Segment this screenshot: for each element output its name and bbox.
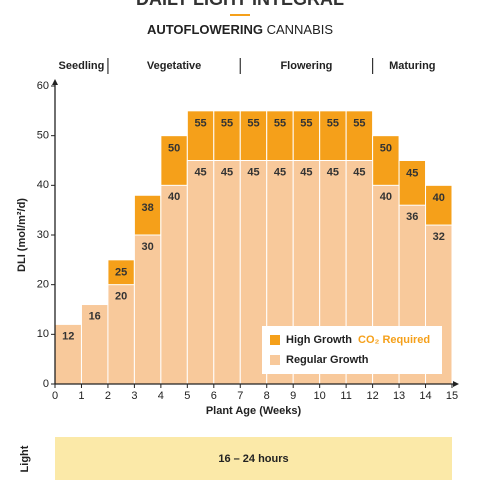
value-label: 55: [327, 118, 339, 130]
bar: [160, 184, 188, 385]
value-label: 55: [221, 118, 233, 130]
x-tick-label: 2: [105, 390, 111, 402]
x-axis-label: Plant Age (Weeks): [206, 405, 302, 417]
stage-label: Maturing: [389, 60, 435, 72]
y-axis-label: DLI (mol/m²/d): [16, 198, 28, 272]
value-label: 45: [247, 166, 259, 178]
value-label: 40: [380, 191, 392, 203]
x-tick-label: 5: [184, 390, 190, 402]
legend-entry: Regular Growth: [286, 354, 369, 366]
value-label: 50: [380, 143, 392, 155]
legend-name: High Growth: [286, 334, 352, 346]
light-label: Light: [19, 445, 31, 472]
x-tick-label: 12: [366, 390, 378, 402]
value-label: 45: [221, 166, 233, 178]
x-tick-label: 11: [340, 390, 351, 402]
value-label: 55: [300, 118, 312, 130]
chart-title: DAILY LIGHT INTEGRAL: [136, 0, 344, 9]
value-label: 40: [168, 191, 180, 203]
legend-box: [262, 326, 442, 374]
bar: [133, 234, 162, 385]
light-text: 16 – 24 hours: [218, 453, 288, 465]
y-tick-label: 30: [37, 229, 49, 241]
x-tick-label: 8: [264, 390, 270, 402]
x-tick-label: 9: [290, 390, 296, 402]
x-tick-label: 6: [211, 390, 217, 402]
title-rule: [230, 14, 250, 16]
stage-label: Vegetative: [147, 60, 201, 72]
legend-swatch: [270, 355, 280, 365]
value-label: 55: [274, 118, 286, 130]
y-tick-label: 20: [37, 279, 49, 291]
value-label: 30: [142, 241, 154, 253]
stage-label: Seedling: [59, 60, 105, 72]
light-band: [55, 437, 452, 480]
x-tick-label: 1: [78, 390, 84, 402]
bar: [213, 160, 241, 385]
value-label: 45: [300, 166, 312, 178]
value-label: 45: [353, 166, 365, 178]
value-label: 40: [433, 192, 445, 204]
value-label: 20: [115, 291, 127, 303]
x-tick-label: 7: [237, 390, 243, 402]
subtitle-bold: AUTOFLOWERING: [147, 22, 263, 37]
x-tick-label: 4: [158, 390, 164, 402]
x-arrow: [453, 381, 459, 387]
y-tick-label: 40: [37, 179, 49, 191]
y-tick-label: 50: [37, 130, 49, 142]
y-tick-label: 10: [37, 328, 49, 340]
value-label: 32: [433, 231, 445, 243]
y-tick-label: 60: [37, 80, 49, 92]
value-label: 16: [89, 310, 101, 322]
bar: [54, 323, 82, 385]
value-label: 55: [194, 118, 206, 130]
value-label: 36: [406, 211, 418, 223]
value-label: 45: [406, 167, 418, 179]
x-tick-label: 14: [419, 390, 431, 402]
x-tick-label: 13: [393, 390, 405, 402]
legend-swatch: [270, 335, 280, 345]
value-label: 55: [353, 118, 365, 130]
legend-entry: High Growth CO₂ Required: [286, 334, 430, 346]
y-tick-label: 0: [43, 378, 49, 390]
value-label: 45: [194, 166, 206, 178]
legend-name: Regular Growth: [286, 354, 369, 366]
value-label: 38: [142, 202, 154, 214]
y-arrow: [52, 79, 58, 85]
value-label: 55: [247, 118, 259, 130]
value-label: 50: [168, 143, 180, 155]
x-tick-label: 3: [131, 390, 137, 402]
subtitle-rest: CANNABIS: [267, 22, 334, 37]
value-label: 45: [327, 166, 339, 178]
value-label: 12: [62, 330, 74, 342]
subtitle: AUTOFLOWERING CANNABIS: [147, 22, 333, 37]
value-label: 25: [115, 267, 127, 279]
x-tick-label: 10: [314, 390, 326, 402]
legend-annotation: CO₂ Required: [358, 334, 430, 346]
stage-label: Flowering: [280, 60, 332, 72]
value-label: 45: [274, 166, 286, 178]
x-tick-label: 15: [446, 390, 458, 402]
bar: [186, 160, 215, 385]
x-tick-label: 0: [52, 390, 58, 402]
